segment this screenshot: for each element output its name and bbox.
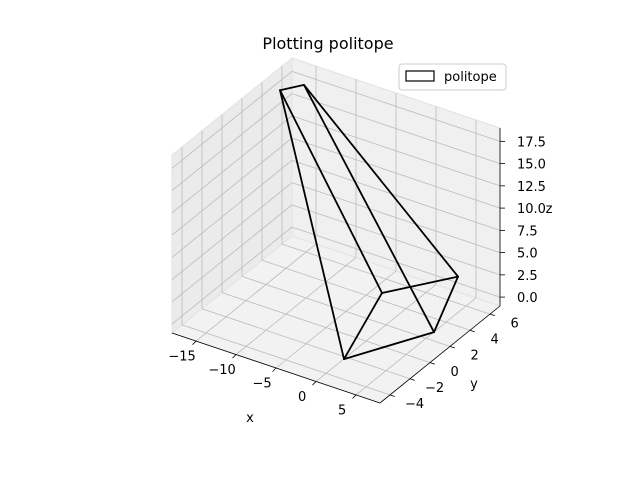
z-tick-label: 12.5 — [517, 180, 546, 195]
grid-line-x — [315, 284, 437, 382]
x-tick-label: −5 — [253, 376, 272, 391]
z-tick-label: 5.0 — [517, 247, 538, 262]
x-tick-label: −15 — [168, 350, 195, 365]
y-tick-mark — [469, 329, 475, 333]
grid-line-z — [171, 93, 293, 191]
grid-lines — [171, 66, 501, 396]
grid-line-y — [181, 324, 391, 396]
grid-line-y — [221, 292, 431, 363]
grid-line-z — [291, 226, 501, 298]
y-axis-line — [379, 305, 501, 404]
x-axis-label: x — [246, 411, 254, 426]
legend: politope — [398, 63, 507, 91]
grid-line-z — [171, 204, 293, 303]
grid-line-y — [201, 308, 411, 380]
polytope-edge — [303, 84, 459, 278]
grid-line-y — [281, 243, 491, 315]
axes — [171, 128, 505, 404]
y-tick-label: 4 — [490, 333, 498, 348]
y-tick-mark — [429, 362, 435, 365]
y-tick-label: 0 — [450, 365, 458, 380]
z-tick-label: 2.5 — [517, 269, 538, 284]
chart-title: Plotting politope — [262, 34, 393, 53]
z-axis-label: z — [546, 202, 553, 217]
y-tick-mark — [489, 313, 495, 317]
grid-line-z — [291, 70, 501, 142]
z-tick-label: 15.0 — [517, 158, 546, 173]
series-politope — [279, 84, 459, 361]
polytope-edge — [279, 84, 305, 92]
y-tick-label: 2 — [470, 349, 478, 364]
y-axis-label: y — [470, 377, 478, 392]
grid-line-z — [291, 182, 501, 253]
grid-line-z — [291, 204, 501, 276]
x-tick-label: 0 — [298, 390, 306, 405]
x-tick-mark — [232, 354, 237, 359]
polytope-edge — [279, 89, 345, 361]
tick-labels: −15−10−505 −4−202460.02.55.07.510.012.515… — [168, 135, 546, 418]
grid-line-x — [235, 257, 357, 355]
x-tick-label: −10 — [208, 363, 235, 378]
grid-line-y — [261, 259, 471, 331]
y-tick-label: −2 — [425, 381, 444, 396]
grid-line-x — [355, 297, 477, 396]
x-tick-mark — [352, 394, 357, 399]
grid-line-x — [195, 243, 317, 342]
y-tick-mark — [409, 378, 415, 381]
grid-line-y — [241, 276, 451, 347]
grid-line-z — [171, 182, 293, 280]
grid-line-z — [171, 226, 293, 325]
z-tick-label: 10.0 — [517, 202, 546, 217]
grid-line-z — [291, 159, 501, 231]
polytope-edge — [303, 84, 435, 334]
y-tick-mark — [389, 394, 395, 397]
legend-entry-politope: politope — [444, 70, 497, 85]
grid-line-z — [291, 137, 501, 209]
y-tick-label: 6 — [510, 316, 518, 331]
z-tick-label: 7.5 — [517, 224, 538, 239]
x-tick-mark — [272, 367, 277, 372]
axis-panes — [170, 56, 502, 404]
z-tick-label: 0.0 — [517, 291, 538, 306]
polytope-edge — [433, 275, 459, 334]
x-tick-mark — [192, 340, 197, 345]
polytope-edge — [343, 292, 383, 361]
grid-line-z — [171, 137, 293, 236]
legend-swatch-politope — [405, 70, 435, 82]
x-tick-mark — [312, 381, 317, 386]
grid-line-z — [171, 71, 293, 169]
grid-line-z — [171, 115, 293, 214]
y-tick-label: −4 — [405, 397, 424, 412]
grid-line-x — [275, 270, 397, 369]
polytope-edge — [279, 89, 383, 294]
y-tick-mark — [449, 346, 455, 349]
grid-line-z — [171, 160, 293, 258]
polytope-edge — [343, 331, 435, 361]
polytope-edge — [381, 275, 459, 294]
z-tick-label: 17.5 — [517, 135, 546, 150]
x-tick-label: 5 — [338, 403, 346, 418]
grid-line-z — [291, 93, 501, 164]
